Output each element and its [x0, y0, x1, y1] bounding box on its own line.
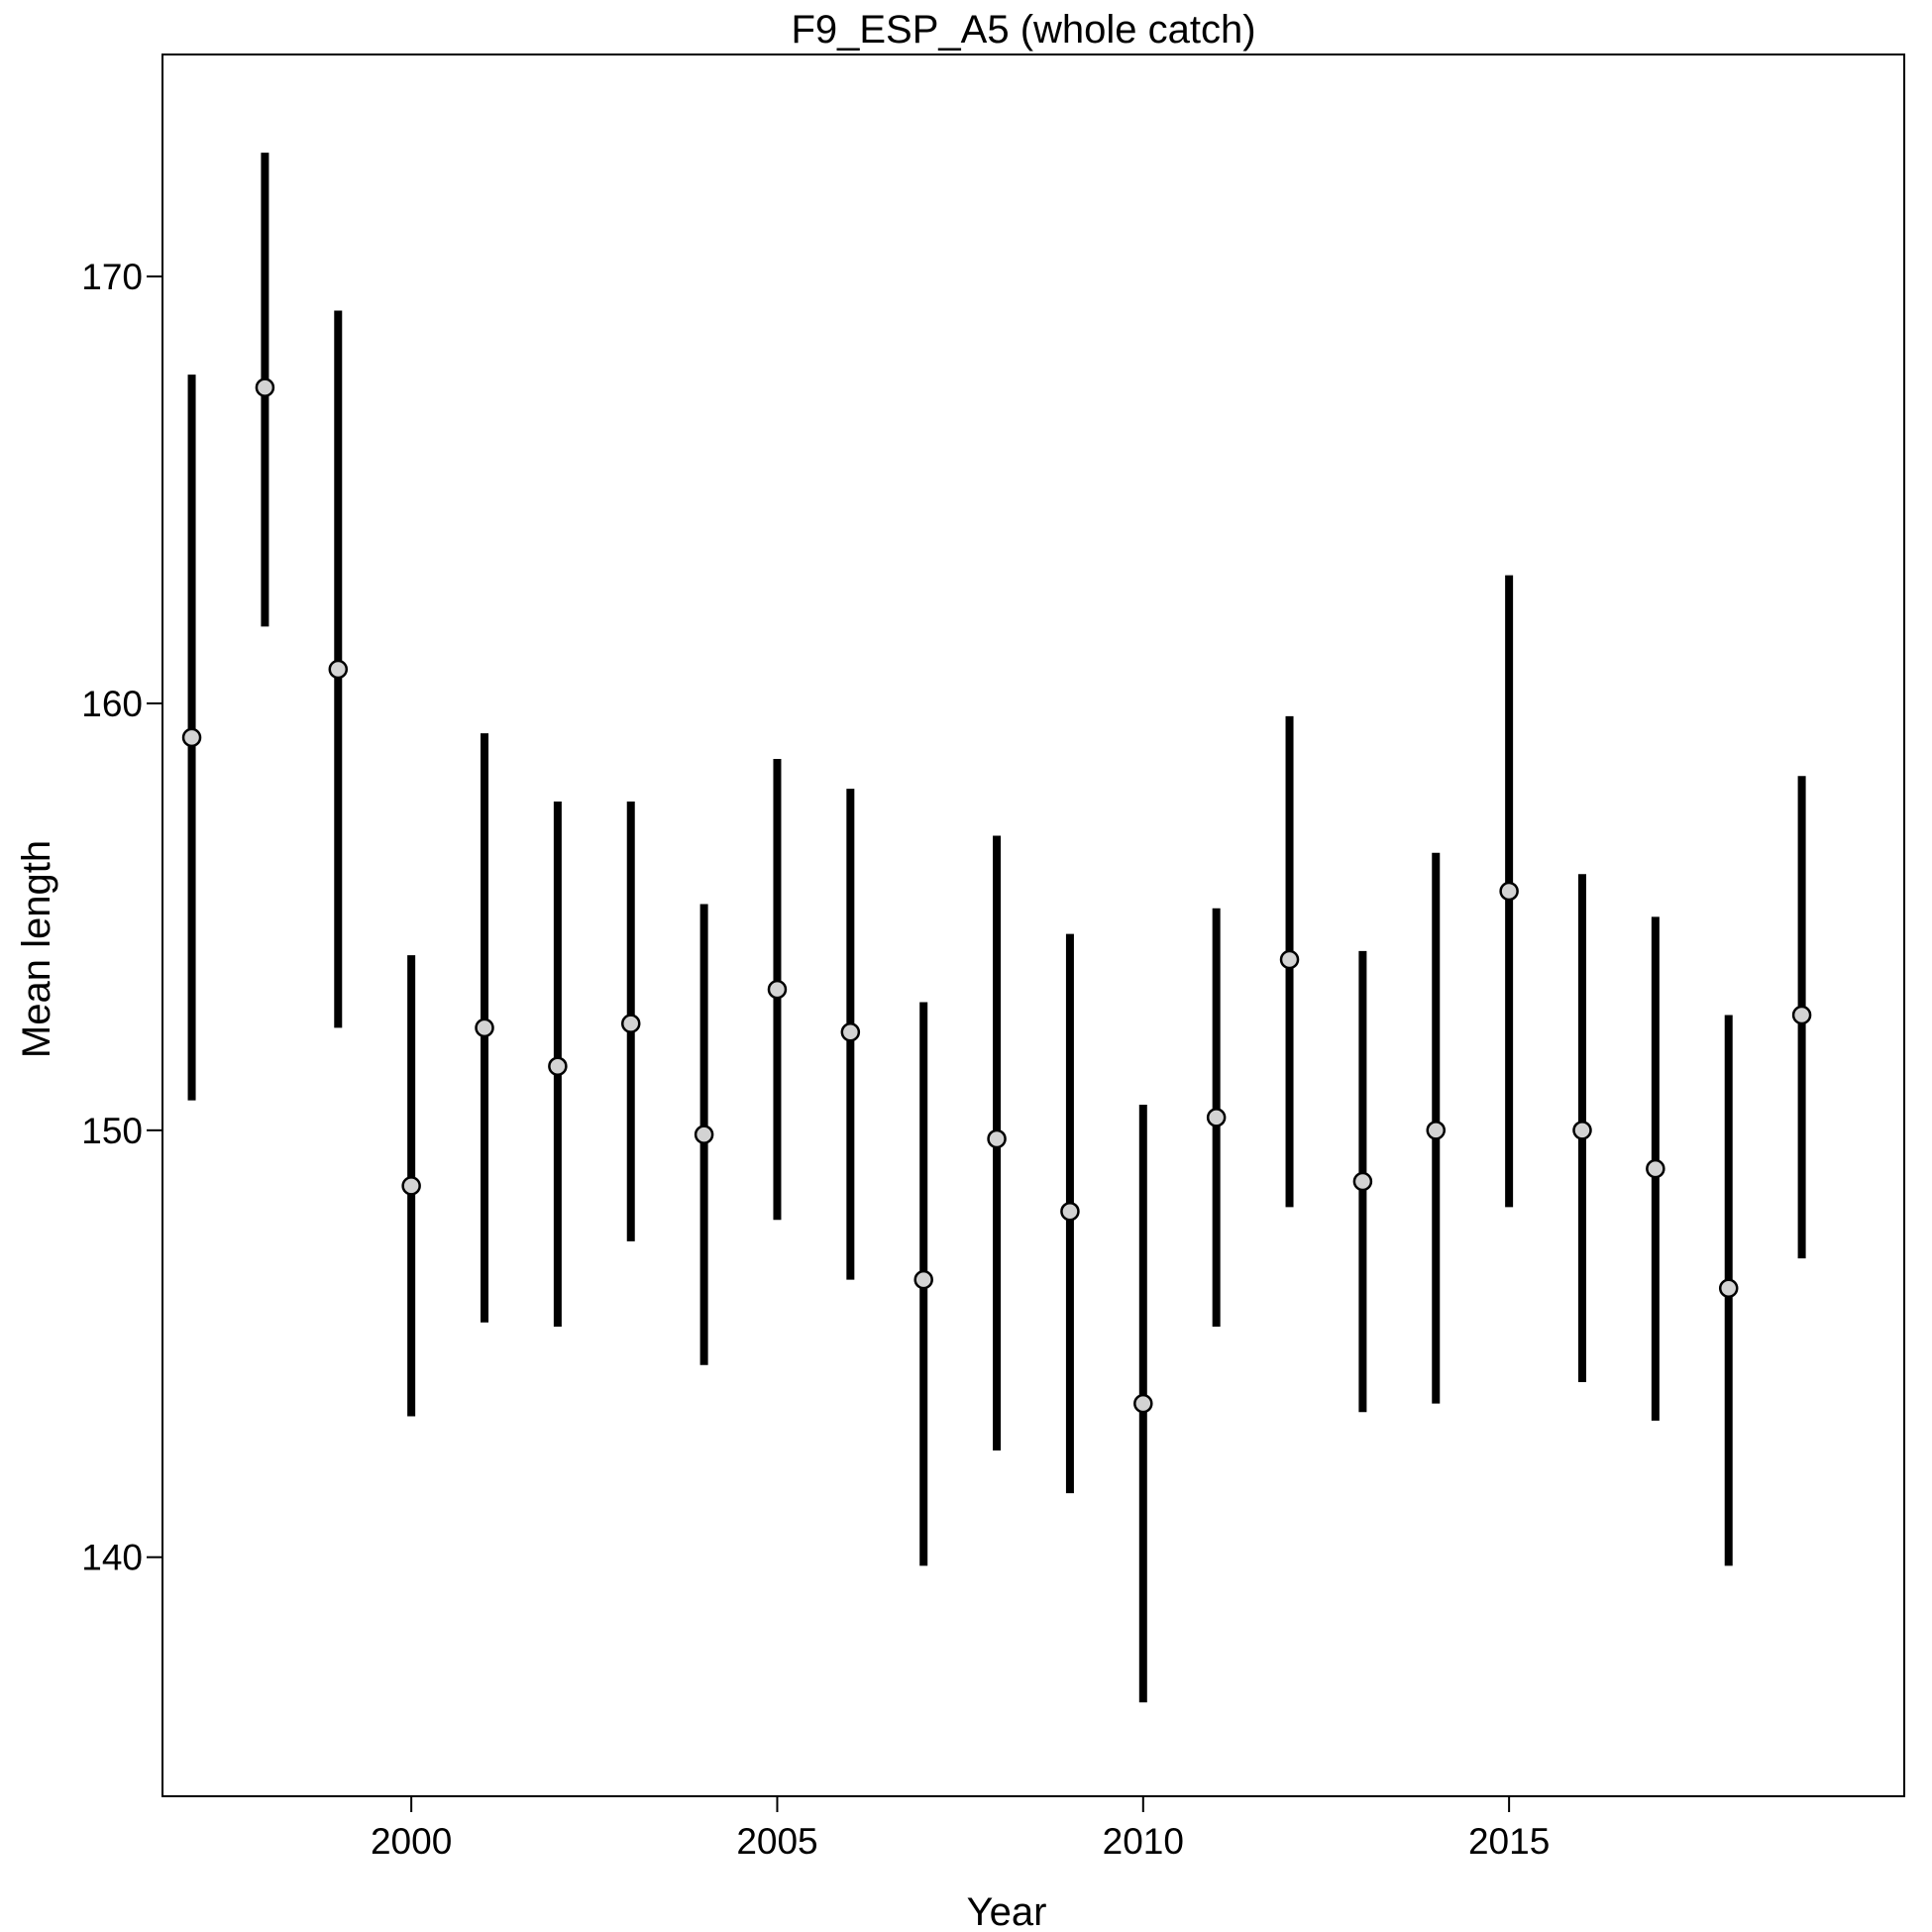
- y-tick-label: 160: [81, 684, 143, 724]
- x-tick-label: 2015: [1468, 1821, 1550, 1862]
- chart-title: F9_ESP_A5 (whole catch): [791, 8, 1255, 52]
- y-axis-label: Mean length: [15, 840, 58, 1058]
- x-axis: 2000 2005 2010 2015: [371, 1796, 1550, 1862]
- data-point: [1279, 949, 1300, 970]
- data-point: [548, 1056, 568, 1076]
- data-point: [1426, 1121, 1447, 1140]
- x-tick-label: 2010: [1103, 1821, 1184, 1862]
- data-point: [840, 1021, 861, 1042]
- data-point: [401, 1176, 421, 1196]
- data-point: [620, 1014, 641, 1033]
- data-point: [328, 659, 349, 680]
- data-point: [1133, 1393, 1153, 1414]
- data-point: [1718, 1278, 1739, 1298]
- x-tick-label: 2005: [736, 1821, 817, 1862]
- data-point: [1572, 1121, 1592, 1140]
- plot-frame: [161, 54, 1905, 1797]
- data-point: [913, 1269, 933, 1290]
- data-point: [255, 377, 275, 397]
- data-point: [1352, 1171, 1373, 1192]
- data-point: [767, 979, 788, 1000]
- y-tick-label: 140: [81, 1538, 143, 1578]
- data-point: [1646, 1158, 1665, 1179]
- y-tick-label: 170: [81, 257, 143, 297]
- data-point: [1060, 1201, 1080, 1222]
- data-point: [1791, 1005, 1812, 1025]
- data-point: [475, 1018, 494, 1038]
- data-points: [181, 377, 1812, 1414]
- y-tick-label: 150: [81, 1111, 143, 1151]
- data-point: [694, 1125, 714, 1144]
- y-axis: 140 150 160 170: [81, 257, 162, 1578]
- x-axis-label: Year: [967, 1890, 1047, 1932]
- data-point: [1499, 881, 1519, 902]
- x-tick-label: 2000: [371, 1821, 452, 1862]
- data-point: [1206, 1108, 1227, 1127]
- data-point: [181, 727, 202, 748]
- data-point: [987, 1128, 1007, 1149]
